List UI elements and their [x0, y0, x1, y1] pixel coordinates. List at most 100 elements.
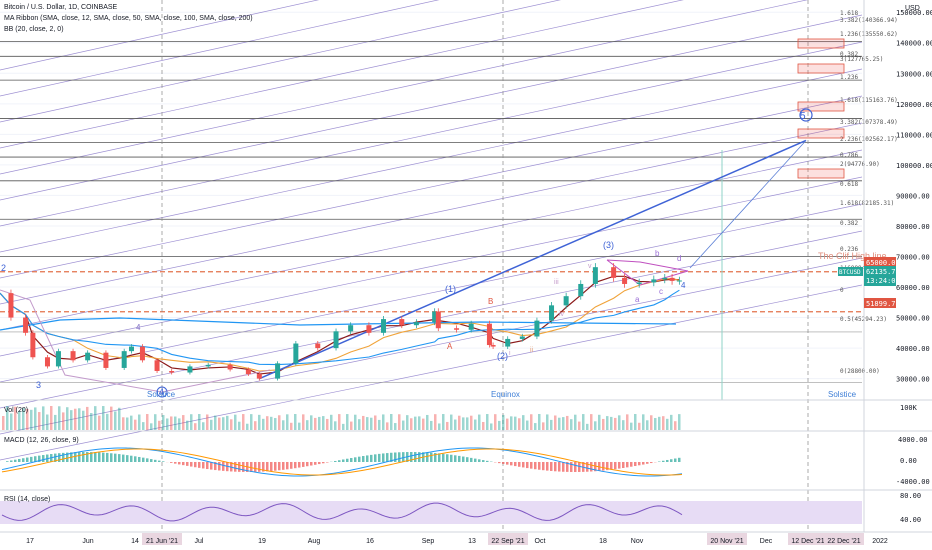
wave-a-label: A — [447, 342, 453, 351]
volume-bar — [462, 417, 465, 430]
volume-bar — [662, 416, 665, 430]
macd-histogram-bar — [62, 452, 65, 462]
volume-bar — [78, 408, 81, 430]
volume-bar — [634, 414, 637, 430]
macd-histogram-bar — [634, 462, 637, 467]
volume-bar — [442, 414, 445, 430]
volume-bar — [2, 416, 5, 430]
symbol-badge-text: BTCUSD — [839, 269, 861, 276]
volume-bar — [102, 406, 105, 430]
volume-bar — [554, 415, 557, 430]
macd-histogram-bar — [678, 457, 681, 462]
ma-ribbon-legend[interactable]: MA Ribbon (SMA, close, 12, SMA, close, 5… — [4, 15, 253, 22]
fib-fan-line — [0, 14, 863, 201]
volume-bar — [674, 421, 677, 430]
volume-bar — [350, 421, 353, 430]
macd-histogram-bar — [162, 461, 165, 462]
volume-bar — [306, 420, 309, 430]
wave-i-label: i — [509, 350, 511, 357]
fib-fan-line — [0, 176, 863, 357]
macd-histogram-bar — [358, 456, 361, 462]
time-axis-highlight — [707, 533, 747, 545]
volume-bar — [58, 406, 61, 430]
rsi-legend[interactable]: RSI (14, close) — [4, 496, 50, 503]
volume-bar — [486, 414, 489, 430]
macd-histogram-bar — [78, 452, 81, 462]
bb-legend[interactable]: BB (20, close, 2, 0) — [4, 26, 64, 33]
macd-histogram-bar — [486, 460, 489, 462]
volume-bar — [254, 421, 257, 430]
candle-body — [44, 357, 50, 367]
macd-histogram-bar — [170, 462, 173, 463]
macd-histogram-bar — [498, 462, 501, 464]
markup-layer — [156, 38, 845, 398]
candle-body — [413, 322, 419, 326]
fib-fan-line — [0, 95, 863, 279]
macd-tick-zero: 0.00 — [900, 457, 917, 465]
macd-histogram-bar — [530, 462, 533, 469]
macd-histogram-bar — [150, 459, 153, 462]
macd-histogram-bar — [334, 460, 337, 462]
volume-bar — [394, 423, 397, 430]
volume-bar — [94, 406, 97, 430]
volume-bar — [210, 419, 213, 430]
volume-bar — [670, 414, 673, 430]
macd-histogram-bar — [506, 462, 509, 465]
time-axis-highlight — [142, 533, 182, 545]
volume-bar — [138, 414, 141, 430]
moving-averages-layer — [0, 275, 680, 375]
macd-histogram-bar — [430, 452, 433, 462]
macd-histogram-bar — [286, 462, 289, 470]
price-tick-label: 40000.00 — [896, 345, 930, 353]
macd-histogram-bar — [414, 452, 417, 462]
volume-bar — [66, 407, 69, 430]
price-tick-label: 60000.00 — [896, 284, 930, 292]
macd-histogram-bar — [522, 462, 525, 468]
volume-bar — [302, 414, 305, 430]
level-51899-value: 51899.78 — [866, 300, 900, 308]
current-price-badge — [864, 266, 896, 286]
time-axis: 17 Jun 14 21 Jun '21 Jul 19 Aug 16 Sep 13 22 Sep '… — [0, 531, 932, 545]
volume-bar — [222, 417, 225, 430]
volume-bar — [630, 422, 633, 430]
volume-bar — [454, 419, 457, 430]
candle-body — [486, 323, 492, 346]
fib-level-label: 1.618 — [840, 10, 858, 17]
volume-bar — [458, 415, 461, 430]
macd-histogram-bar — [418, 452, 421, 462]
macd-legend[interactable]: MACD (12, 26, close, 9) — [4, 437, 79, 444]
macd-histogram-bar — [346, 458, 349, 462]
volume-bar — [154, 414, 157, 430]
price-axis: 30000.00 40000.00 50000.00 60000.00 70000.00… — [863, 0, 932, 532]
macd-histogram-bar — [462, 456, 465, 462]
volume-bar — [678, 414, 681, 430]
macd-histogram-bar — [222, 462, 225, 471]
wave-c-small-label: c — [659, 287, 663, 296]
volume-bar — [46, 414, 49, 430]
volume-bar — [226, 415, 229, 430]
level-65000-value: 65000.00 — [866, 259, 900, 267]
candle-body — [399, 319, 405, 326]
candle-body — [315, 343, 321, 349]
ma-12-line — [0, 275, 680, 375]
time-axis-label: 18 — [599, 538, 607, 545]
fib-fan-line — [0, 149, 863, 331]
volume-bar — [538, 414, 541, 430]
macd-histogram-bar — [638, 462, 641, 466]
macd-histogram-bar — [558, 462, 561, 472]
volume-bar — [170, 416, 173, 430]
macd-histogram-bar — [134, 456, 137, 462]
macd-histogram-bar — [562, 462, 565, 472]
macd-histogram-bar — [102, 452, 105, 462]
candle-body — [103, 352, 109, 368]
candle-body — [432, 311, 438, 323]
vol-legend[interactable]: Vol (20) — [4, 407, 28, 414]
macd-histogram-bar — [42, 455, 45, 462]
candle-body — [121, 351, 127, 368]
volume-bar — [10, 413, 13, 430]
fib-level-label: 1.236(135550.62) — [840, 31, 898, 38]
wave-ii-label: ii — [530, 347, 534, 354]
volume-bar — [134, 419, 137, 430]
